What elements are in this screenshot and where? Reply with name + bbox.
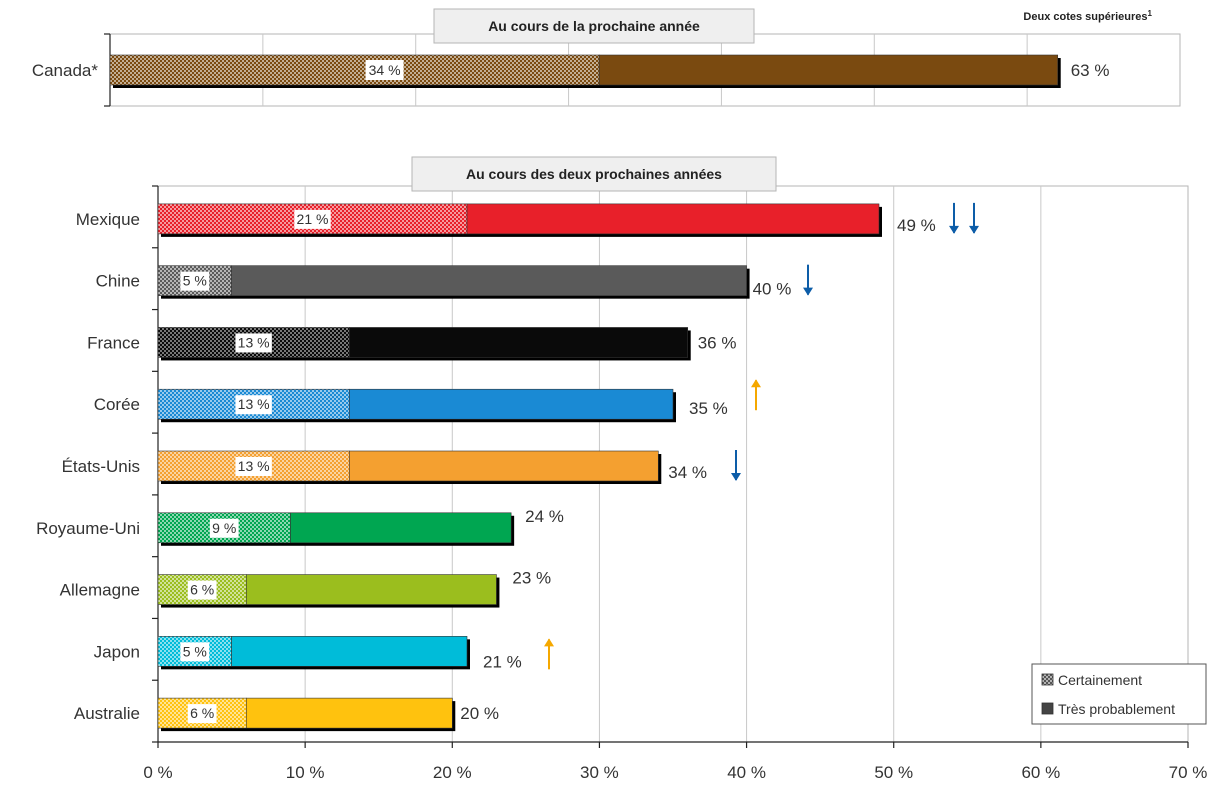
legend-label-tres-probablement: Très probablement bbox=[1058, 701, 1175, 717]
total-label-japon: 21 % bbox=[483, 652, 522, 671]
inner-label-coree: 13 % bbox=[238, 396, 270, 412]
inner-label-royaume-uni: 9 % bbox=[212, 520, 236, 536]
bar-tres-probablement-coree bbox=[348, 388, 674, 420]
total-label-royaume-uni: 24 % bbox=[525, 507, 564, 526]
category-label-allemagne: Allemagne bbox=[60, 581, 140, 600]
x-tick-label: 20 % bbox=[433, 763, 472, 782]
inner-label-allemagne: 6 % bbox=[190, 582, 214, 598]
total-label-etats-unis: 34 % bbox=[668, 463, 707, 482]
x-tick-label: 0 % bbox=[143, 763, 172, 782]
legend: Certainement Très probablement bbox=[1031, 663, 1207, 725]
inner-label-canada: 34 % bbox=[369, 62, 401, 78]
x-tick-label: 40 % bbox=[727, 763, 766, 782]
trend-arrow-up-japon bbox=[544, 638, 554, 670]
inner-label-bg bbox=[235, 333, 272, 353]
category-label-etats-unis: États-Unis bbox=[62, 457, 140, 476]
bar-tres-probablement-royaume-uni bbox=[290, 512, 512, 544]
inner-label-etats-unis: 13 % bbox=[238, 458, 270, 474]
bar-tres-probablement-chine bbox=[231, 265, 747, 296]
x-tick-label: 50 % bbox=[874, 763, 913, 782]
category-label-japon: Japon bbox=[94, 642, 140, 661]
inner-label-bg bbox=[180, 271, 210, 291]
legend-swatch-certainement bbox=[1041, 673, 1054, 686]
category-label-france: France bbox=[87, 333, 140, 352]
bar-tres-probablement-mexique bbox=[466, 203, 880, 235]
main-chart-title: Au cours des deux prochaines années bbox=[466, 166, 722, 182]
inner-label-bg bbox=[187, 580, 217, 600]
trend-arrow-up-coree bbox=[751, 379, 761, 411]
bar-tres-probablement-canada bbox=[598, 54, 1059, 86]
category-label-australie: Australie bbox=[74, 704, 140, 723]
top-title-box bbox=[433, 8, 755, 44]
trend-arrow-down-etats-unis bbox=[731, 450, 741, 481]
bar-certainement-canada bbox=[109, 54, 600, 86]
total-label-australie: 20 % bbox=[460, 704, 499, 723]
bar-tres-probablement-australie bbox=[245, 697, 453, 729]
inner-label-japon: 5 % bbox=[183, 643, 207, 659]
category-label-chine: Chine bbox=[96, 272, 140, 291]
top-chart-title: Au cours de la prochaine année bbox=[488, 18, 700, 34]
bar-tres-probablement-allemagne bbox=[245, 574, 497, 605]
bar-tres-probablement-japon bbox=[231, 636, 468, 667]
trend-arrow-down-mexique bbox=[949, 202, 959, 234]
x-tick-label: 60 % bbox=[1021, 763, 1060, 782]
legend-box bbox=[1031, 663, 1207, 725]
inner-label-bg bbox=[294, 209, 331, 229]
inner-label-australie: 6 % bbox=[190, 705, 214, 721]
total-label-canada: 63 % bbox=[1071, 61, 1110, 80]
main-title-box bbox=[411, 156, 777, 192]
legend-swatch-tres-probablement bbox=[1041, 702, 1054, 715]
category-label-mexique: Mexique bbox=[76, 210, 140, 229]
inner-label-mexique: 21 % bbox=[297, 211, 329, 227]
bar-tres-probablement-etats-unis bbox=[348, 450, 659, 482]
top-note: Deux cotes supérieures1 bbox=[1023, 9, 1152, 23]
inner-label-bg bbox=[187, 704, 217, 724]
total-label-mexique: 49 % bbox=[897, 216, 936, 235]
total-label-allemagne: 23 % bbox=[512, 569, 551, 588]
inner-label-bg bbox=[180, 642, 210, 662]
inner-label-france: 13 % bbox=[238, 334, 270, 350]
inner-label-bg bbox=[235, 395, 272, 415]
trend-arrow-down-chine bbox=[803, 264, 813, 296]
total-label-coree: 35 % bbox=[689, 399, 728, 418]
x-tick-label: 70 % bbox=[1169, 763, 1208, 782]
total-label-chine: 40 % bbox=[753, 280, 792, 299]
top-note-superscript: 1 bbox=[1148, 9, 1153, 18]
legend-label-certainement: Certainement bbox=[1058, 672, 1142, 688]
category-label-coree: Corée bbox=[94, 395, 140, 414]
x-tick-label: 30 % bbox=[580, 763, 619, 782]
category-label-canada: Canada* bbox=[32, 61, 99, 80]
inner-label-bg bbox=[235, 457, 272, 476]
total-label-france: 36 % bbox=[698, 333, 737, 352]
trend-arrow-down-mexique bbox=[969, 202, 979, 234]
bar-tres-probablement-france bbox=[348, 327, 689, 358]
inner-label-bg bbox=[365, 60, 404, 80]
category-label-royaume-uni: Royaume-Uni bbox=[36, 519, 140, 538]
inner-label-bg bbox=[209, 518, 239, 538]
x-tick-label: 10 % bbox=[286, 763, 325, 782]
inner-label-chine: 5 % bbox=[183, 273, 207, 289]
